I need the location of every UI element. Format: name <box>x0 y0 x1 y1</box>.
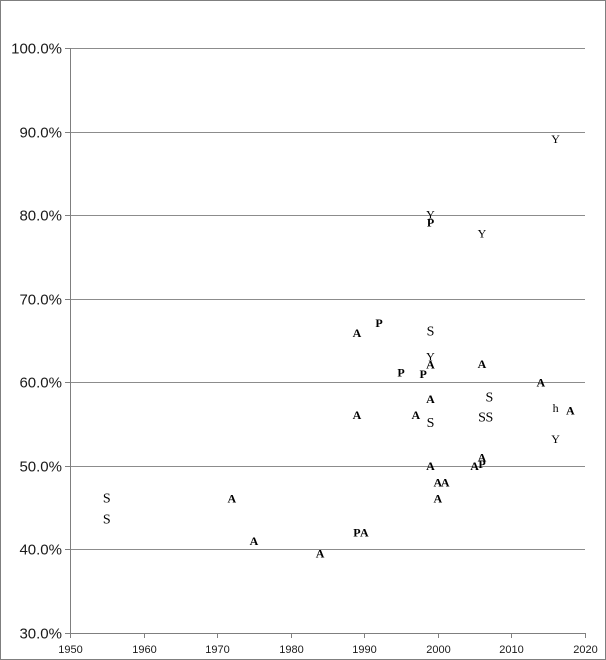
data-point-p: P <box>478 457 485 471</box>
y-tick-label: 70.0% <box>19 292 62 309</box>
data-point-a: A <box>566 404 575 418</box>
data-point-s: S <box>485 390 493 405</box>
data-point-p: P <box>375 316 382 330</box>
data-point-a: A <box>478 451 487 465</box>
x-tick-label: 2000 <box>426 644 450 656</box>
data-point-a: A <box>426 358 435 372</box>
y-tick-label: 80.0% <box>19 208 62 225</box>
x-tick-label: 1960 <box>132 644 156 656</box>
data-point-a: A <box>426 459 435 473</box>
data-point-p: P <box>397 365 404 379</box>
x-tick-label: 1950 <box>58 644 82 656</box>
data-point-a: A <box>426 392 435 406</box>
data-point-a: A <box>360 526 369 540</box>
x-axis-tick-labels: 1950 1960 1970 1980 1990 2000 2010 2020 <box>58 644 597 656</box>
y-tick-label: 30.0% <box>19 626 62 643</box>
data-point-h: h <box>553 401 559 415</box>
data-point-p: P <box>427 216 434 230</box>
data-point-p: P <box>419 367 426 381</box>
data-point-a: A <box>316 547 325 561</box>
x-tick-label: 1970 <box>205 644 229 656</box>
x-tick-label: 1990 <box>352 644 376 656</box>
data-point-a: A <box>478 357 487 371</box>
data-point-a: A <box>250 534 259 548</box>
data-point-a: A <box>353 408 362 422</box>
y-tick-label: 100.0% <box>11 41 62 58</box>
x-tick-label: 2010 <box>499 644 523 656</box>
data-point-a: A <box>470 459 479 473</box>
data-point-a: A <box>434 491 443 505</box>
data-point-a: A <box>441 476 450 490</box>
y-tick-label: 90.0% <box>19 125 62 142</box>
data-point-p: P <box>353 526 360 540</box>
data-point-s: S <box>103 512 111 527</box>
axes <box>65 48 586 638</box>
data-point-y: Y <box>478 227 487 241</box>
data-point-s: S <box>478 410 486 425</box>
x-tick-label: 2020 <box>573 644 597 656</box>
data-point-a: A <box>353 326 362 340</box>
data-point-s: S <box>103 491 111 506</box>
y-tick-label: 60.0% <box>19 375 62 392</box>
data-point-y: Y <box>426 207 435 221</box>
data-point-s: S <box>427 324 435 339</box>
y-tick-label: 50.0% <box>19 459 62 476</box>
y-tick-label: 40.0% <box>19 542 62 559</box>
data-point-y: Y <box>426 349 435 363</box>
data-point-a: A <box>228 491 237 505</box>
data-point-s: S <box>427 416 435 431</box>
data-point-a: A <box>537 375 546 389</box>
gridlines <box>70 48 585 550</box>
x-tick-label: 1980 <box>279 644 303 656</box>
y-axis-tick-labels: 30.0% 40.0% 50.0% 60.0% 70.0% 80.0% 90.0% 100.0… <box>11 41 62 643</box>
data-point-a: A <box>434 476 443 490</box>
data-point-y: Y <box>551 432 560 446</box>
data-point-y: Y <box>551 132 560 146</box>
data-point-s: S <box>485 410 493 425</box>
data-point-a: A <box>411 408 420 422</box>
